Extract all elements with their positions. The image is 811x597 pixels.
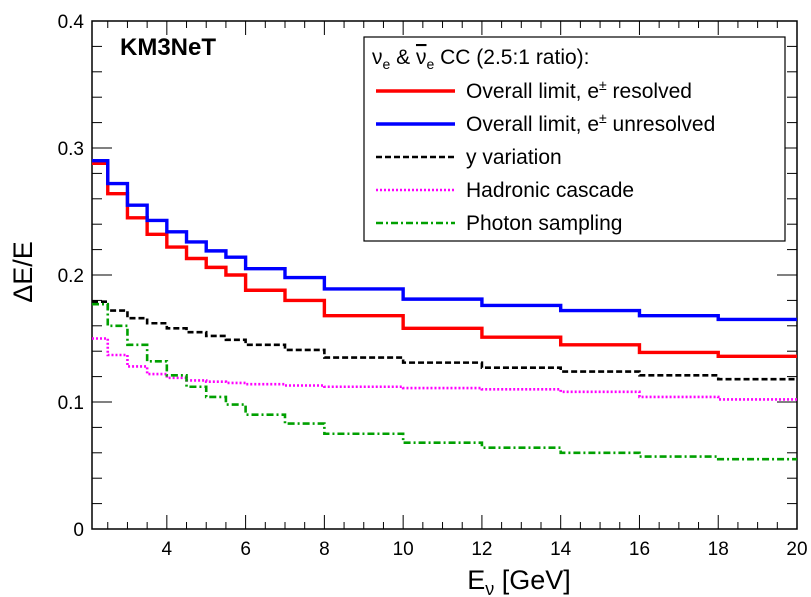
x-axis-title-main: E [467, 565, 485, 595]
x-tick-label: 8 [319, 539, 330, 560]
y-axis-title: ΔE/E [8, 241, 38, 303]
series-line-4 [92, 302, 797, 461]
x-axis-title: Eν [GeV] [467, 565, 571, 597]
axis-tick-labels: 4 6 8 10 12 14 16 18 20 0 0.1 0.2 0.3 0.4 [58, 12, 808, 560]
x-tick-label: 16 [629, 539, 650, 560]
axis-ticks [92, 20, 798, 530]
legend-header: νe & νe CC (2.5:1 ratio): [372, 46, 590, 72]
y-tick-label: 0 [73, 520, 84, 541]
x-tick-label: 10 [393, 539, 414, 560]
legend-header-sub: e [383, 56, 391, 72]
legend-label-main: Overall limit, e [466, 80, 599, 103]
legend-label-main: Photon sampling [466, 212, 622, 235]
x-axis-title-sub: ν [485, 579, 494, 597]
y-tick-label: 0.3 [58, 139, 84, 160]
x-tick-label: 18 [708, 539, 729, 560]
series-layer [92, 159, 797, 461]
x-tick-label: 20 [786, 539, 807, 560]
legend-header-nu: ν [372, 46, 383, 69]
legend-header-nubar: ν [416, 46, 427, 69]
legend-header-sub-2: e [426, 56, 434, 72]
legend-label: Overall limit, e± unresolved [466, 110, 715, 136]
y-tick-label: 0.4 [58, 12, 85, 33]
x-tick-label: 14 [550, 539, 572, 560]
legend-header-amp: & [390, 46, 416, 69]
legend-label-main: Hadronic cascade [466, 179, 634, 202]
legend-label-sup: ± [599, 77, 607, 93]
x-axis-title-unit-gap [494, 565, 502, 595]
series-line-2 [92, 300, 797, 381]
y-tick-label: 0.2 [58, 266, 84, 287]
series-line-1 [92, 159, 797, 322]
legend-label-sup: ± [599, 110, 607, 126]
x-axis-title-unit: [GeV] [502, 565, 571, 595]
experiment-label: KM3NeT [120, 34, 216, 61]
legend-label-main: Overall limit, e [466, 113, 599, 136]
series-line-3 [92, 337, 797, 401]
legend-box [363, 36, 786, 242]
legend-label: Hadronic cascade [466, 179, 634, 202]
x-tick-label: 6 [240, 539, 251, 560]
legend-label-tail: unresolved [607, 113, 716, 136]
legend-label: Photon sampling [466, 212, 622, 235]
legend-label: Overall limit, e± resolved [466, 77, 692, 103]
legend-label-main: y variation [466, 146, 562, 169]
x-tick-label: 4 [162, 539, 173, 560]
x-tick-label: 12 [471, 539, 492, 560]
legend-label: y variation [466, 146, 562, 169]
legend-header-cc: CC (2.5:1 ratio): [434, 46, 589, 69]
legend-label-tail: resolved [607, 80, 692, 103]
legend: νe & νe CC (2.5:1 ratio): Overall limit,… [363, 36, 786, 242]
y-tick-label: 0.1 [58, 393, 84, 414]
